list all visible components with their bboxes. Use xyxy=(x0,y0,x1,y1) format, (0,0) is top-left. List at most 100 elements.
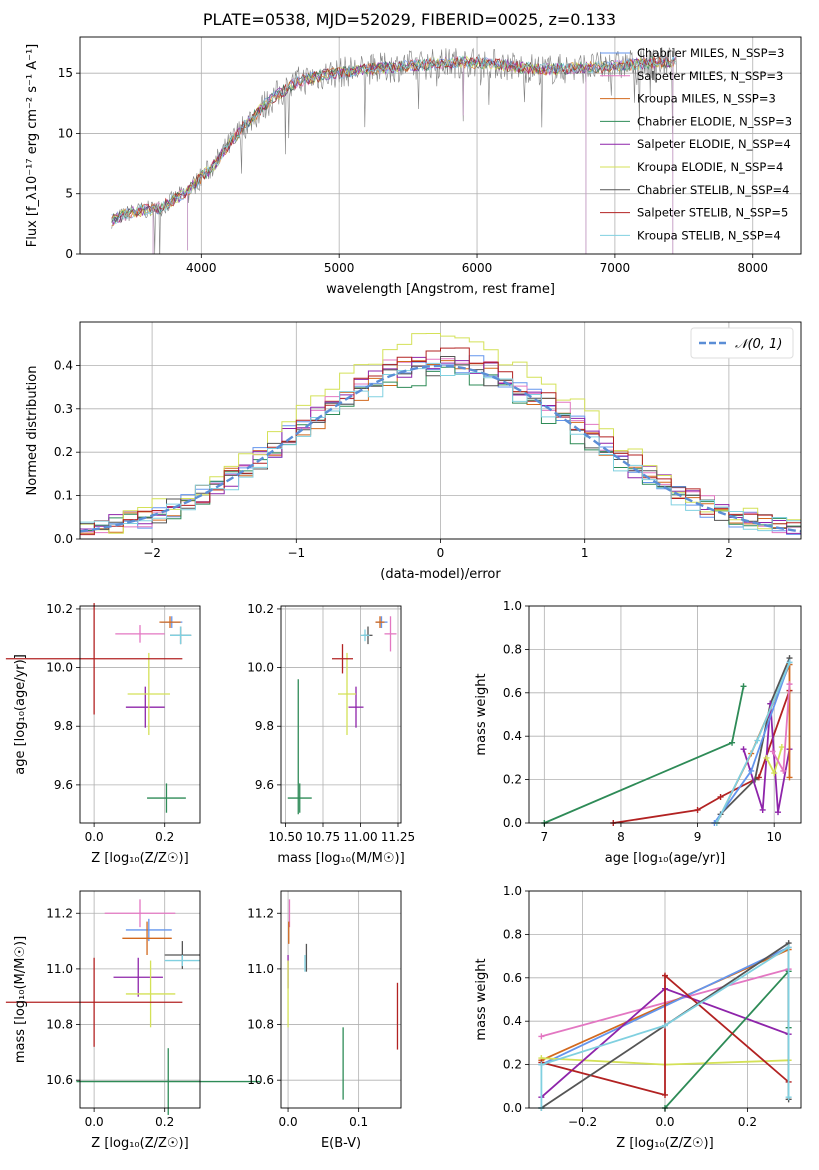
y-tick-label: 10.0 xyxy=(247,661,274,675)
y-tick-label: 0.4 xyxy=(503,1014,522,1028)
y-tick-label: 0.1 xyxy=(54,489,73,503)
histogram-legend: 𝒩(0, 1) xyxy=(690,327,794,359)
mass_vs_ebv-axes: 0.0 0.1 10.6 10.8 11.0 11.2 E(B-V) xyxy=(247,890,402,1151)
x-tick-label: 0.2 xyxy=(155,830,174,844)
kroupa-stelib-point xyxy=(360,629,370,642)
x-axis-label: (data-model)/error xyxy=(380,567,501,582)
weight-marker xyxy=(786,681,793,688)
weight_vs_age-panel xyxy=(529,605,801,824)
weight-marker xyxy=(778,744,785,751)
y-tick-label: 0.2 xyxy=(503,1058,522,1072)
kroupa-elodie-point xyxy=(125,960,176,1028)
y-tick-label: 10.0 xyxy=(46,661,73,675)
legend-label: Kroupa MILES, N_SSP=3 xyxy=(637,92,776,106)
x-axis-label: Z [log₁₀(Z/Z☉)] xyxy=(91,1136,188,1151)
weight-marker xyxy=(538,1033,545,1040)
x-axis-label: mass [log₁₀(M/M☉)] xyxy=(277,851,404,866)
legend-label: Salpeter ELODIE, N_SSP=4 xyxy=(637,137,791,151)
x-tick-label: 8 xyxy=(617,830,625,844)
x-tick-label: −1 xyxy=(287,546,305,560)
salpeter-elodie-point xyxy=(113,957,163,997)
y-tick-label: 0.2 xyxy=(503,773,522,787)
y-axis-label: mass weight xyxy=(474,958,489,1040)
legend-label: Chabrier ELODIE, N_SSP=3 xyxy=(637,114,792,128)
plot-frame xyxy=(79,890,201,1109)
y-tick-label: 0.0 xyxy=(503,816,522,830)
age_vs_z-axes: 0.0 0.2 9.6 9.8 10.0 10.2 Z [log₁₀(Z/Z☉)] age [… xyxy=(13,602,201,866)
kroupa-stelib-weight-line xyxy=(715,662,791,824)
weight-marker xyxy=(538,1061,545,1068)
x-axis-label: Z [log₁₀(Z/Z☉)] xyxy=(91,851,188,866)
y-tick-label: 11.0 xyxy=(46,962,73,976)
legend-label: Chabrier STELIB, N_SSP=4 xyxy=(637,183,789,197)
x-axis-label: age [log₁₀(age/yr)] xyxy=(605,851,726,866)
y-axis-label: mass weight xyxy=(474,673,489,755)
chabrier-miles-point xyxy=(125,918,172,942)
x-tick-label: 7 xyxy=(541,830,549,844)
spectrum-legend: Chabrier MILES, N_SSP=3 Salpeter MILES, N… xyxy=(600,46,792,242)
weight-marker xyxy=(740,683,747,690)
spectrum-panel xyxy=(80,37,801,255)
weight-marker xyxy=(729,739,736,746)
legend-label: Chabrier MILES, N_SSP=3 xyxy=(637,46,784,60)
weight-marker xyxy=(748,767,755,774)
x-tick-label: 0.0 xyxy=(655,1115,674,1129)
x-tick-label: 0.2 xyxy=(738,1115,757,1129)
y-tick-label: 0 xyxy=(65,247,73,261)
x-tick-label: 0.0 xyxy=(85,830,104,844)
weight-marker xyxy=(759,806,766,813)
observed-spectrum xyxy=(111,46,677,254)
y-tick-label: 10.6 xyxy=(247,1073,274,1087)
y-tick-label: 0.0 xyxy=(503,1101,522,1115)
weight-marker xyxy=(769,748,776,755)
x-tick-label: 0 xyxy=(437,546,445,560)
age_vs_mass-panel xyxy=(281,606,401,823)
y-axis-label: Normed distribution xyxy=(25,366,40,496)
y-tick-label: 0.2 xyxy=(54,445,73,459)
weight-marker xyxy=(717,793,724,800)
y-tick-label: 1.0 xyxy=(503,599,522,613)
y-tick-label: 9.6 xyxy=(255,778,274,792)
weight_vs_age-lines xyxy=(541,655,793,826)
y-axis-label: Flux [f_λ10⁻¹⁷ erg cm⁻² s⁻¹ A⁻¹] xyxy=(25,44,40,248)
x-tick-label: 11.00 xyxy=(343,830,377,844)
normal-reference-curve xyxy=(79,364,802,533)
y-tick-label: 10.2 xyxy=(247,602,274,616)
y-tick-label: 15 xyxy=(58,66,73,80)
x-tick-label: 8000 xyxy=(737,261,768,275)
mass_vs_ebv-panel xyxy=(281,891,401,1108)
x-tick-label: −0.2 xyxy=(568,1115,597,1129)
weight_vs_z-axes: −0.2 0.0 0.2 0.0 0.2 0.4 0.6 0.8 1.0 Z [log₁₀(Z/Z… xyxy=(474,884,802,1151)
chabrier-elodie-point xyxy=(287,783,312,813)
x-tick-label: 0.0 xyxy=(279,1115,298,1129)
y-tick-label: 5 xyxy=(65,187,73,201)
weight-marker xyxy=(662,972,668,979)
weight-marker xyxy=(785,944,792,951)
chabrier-stelib-weight-line xyxy=(719,657,791,815)
salpeter-elodie-model-line xyxy=(111,56,676,226)
weight-marker xyxy=(763,754,770,761)
y-tick-label: 9.8 xyxy=(54,719,73,733)
y-tick-label: 10.2 xyxy=(46,602,73,616)
salpeter-elodie-point xyxy=(125,686,165,728)
x-tick-label: 10.75 xyxy=(306,830,340,844)
weight-marker xyxy=(786,659,793,666)
kroupa-elodie-point xyxy=(127,652,170,736)
y-tick-label: 11.2 xyxy=(247,906,274,920)
kroupa-miles-point xyxy=(159,616,181,628)
weight-marker xyxy=(780,767,787,774)
legend-label: Salpeter STELIB, N_SSP=5 xyxy=(637,206,788,220)
salpeter-miles-point xyxy=(104,899,176,928)
residuals-axes: −2 −1 0 1 2 0.0 0.1 0.2 0.3 0.4 (data-model)/error… xyxy=(25,321,802,582)
spectrum-lines xyxy=(111,46,677,254)
mass_vs_z-errorbars xyxy=(5,899,260,1115)
x-tick-label: 0.1 xyxy=(349,1115,368,1129)
kroupa-elodie-point xyxy=(338,652,356,736)
mass_vs_z-axes: 0.0 0.2 10.6 10.8 11.0 11.2 Z [log₁₀(Z/Z☉)] mas… xyxy=(13,890,201,1151)
kroupa-stelib-point xyxy=(170,626,192,645)
salpeter-stelib-histogram xyxy=(80,347,801,536)
weight-marker xyxy=(740,746,747,753)
kroupa-miles-model-line xyxy=(111,56,676,226)
y-tick-label: 10 xyxy=(58,126,73,140)
legend-label: Salpeter MILES, N_SSP=3 xyxy=(637,69,783,83)
